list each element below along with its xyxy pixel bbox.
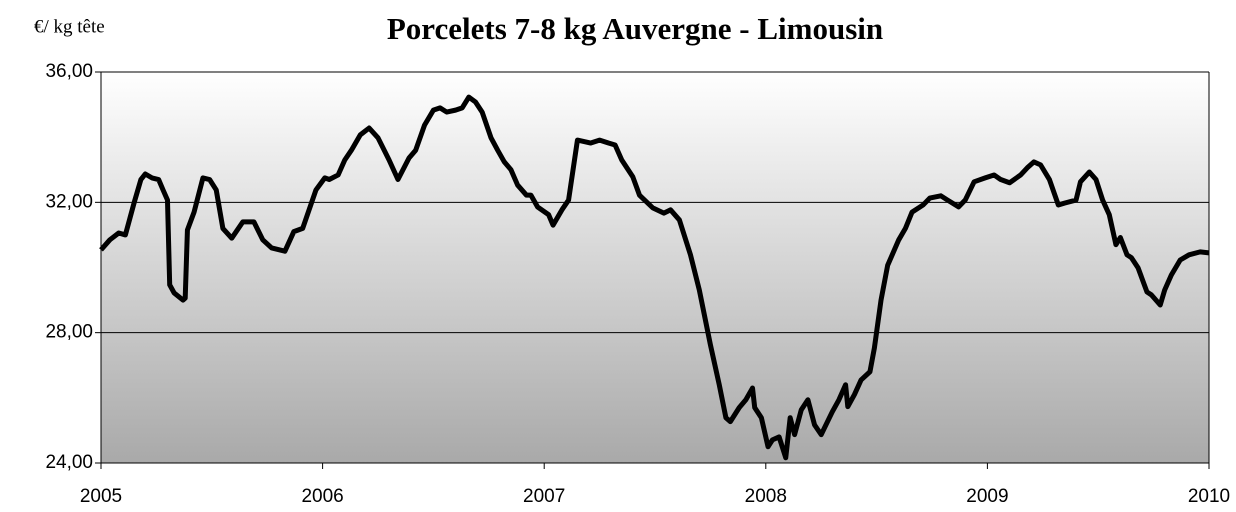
plot: 24,00 28,00 32,00 36,00 2005 2006 2007 2008 2009… xyxy=(45,61,1230,507)
y-tick-label: 28,00 xyxy=(45,322,93,343)
x-tick-label: 2009 xyxy=(966,486,1008,507)
x-tick-label: 2005 xyxy=(80,486,122,507)
y-tick-label: 32,00 xyxy=(45,191,93,212)
chart-title: Porcelets 7-8 kg Auvergne - Limousin xyxy=(387,11,883,46)
x-tick-label: 2007 xyxy=(523,486,565,507)
x-tick-label: 2008 xyxy=(745,486,787,507)
y-tick-label: 24,00 xyxy=(45,452,93,473)
x-tick-label: 2010 xyxy=(1188,486,1230,507)
x-tick-label: 2006 xyxy=(301,486,343,507)
y-tick-label: 36,00 xyxy=(45,61,93,82)
plot-area xyxy=(101,72,1209,463)
y-axis-label: €/ kg tête xyxy=(34,16,105,37)
data-line xyxy=(99,94,1210,461)
